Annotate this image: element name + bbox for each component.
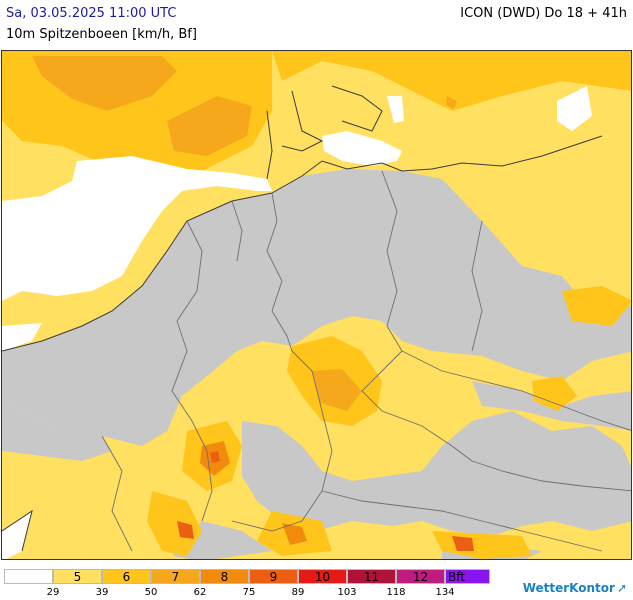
land-grey-central [2,169,631,446]
north-sea-bf7-a [32,56,177,111]
legend-tick: 29 [46,587,60,598]
biscay-calm [2,511,32,559]
jura-bf9 [177,521,194,539]
north-sea-bf7-b [167,96,252,156]
poland-bf6 [562,286,631,326]
baltic-bf7-spot [446,96,457,109]
legend-tick: 103 [337,587,357,598]
legend-class-bf5: 5 [53,569,102,584]
gust-map[interactable] [1,50,632,560]
legend-class-bf10: 10 [298,569,347,584]
legend-class-bf11: 11 [347,569,396,584]
baltic-bf6 [272,51,631,111]
model-run-info: ICON (DWD) Do 18 + 41h [460,6,627,21]
vosges-bf9 [210,451,220,463]
gust-legend: 5 6 7 8 9 10 11 12 Bft [4,569,490,585]
legend-class-bf7: 7 [151,569,200,584]
alps-west-bf8 [282,523,307,545]
legend-tick: 134 [435,587,455,598]
logo-text: WetterKontor [522,581,615,595]
forecast-datetime: Sa, 03.05.2025 11:00 UTC [6,6,177,21]
parameter-title: 10m Spitzenboeen [km/h, Bf] [6,27,197,42]
land-grey-south [242,411,631,536]
legend-tick: 89 [291,587,305,598]
legend-tick: 118 [386,587,406,598]
legend-unit-bft: Bft [445,569,490,584]
country-borders [101,170,631,552]
legend-class-calm [4,569,53,584]
legend-tick: 50 [144,587,158,598]
alps-east-bf9 [452,536,474,551]
baltic-calm-1 [322,131,402,166]
jura-bf6 [147,491,202,556]
legend-tick: 75 [242,587,256,598]
legend-tick: 62 [193,587,207,598]
legend-tick: 39 [95,587,109,598]
logo-arrow-icon: ➚ [616,581,627,595]
channel-calm [2,323,42,351]
map-svg [2,51,631,559]
north-sea-calm [2,156,272,301]
legend-class-bf6: 6 [102,569,151,584]
gulf-calm [557,86,592,131]
central-de-bf7 [312,369,362,411]
east-bf6 [532,376,577,411]
land-grey-france [2,401,112,461]
legend-class-bf8: 8 [200,569,249,584]
wetterkontor-logo[interactable]: WetterKontor ➚ [523,581,627,595]
legend-ticks: 29 39 50 62 75 89 103 118 134 [4,587,504,599]
legend-class-bf12: 12 [396,569,445,584]
baltic-calm-2 [387,96,404,123]
coastlines [2,85,603,552]
legend-class-bf9: 9 [249,569,298,584]
